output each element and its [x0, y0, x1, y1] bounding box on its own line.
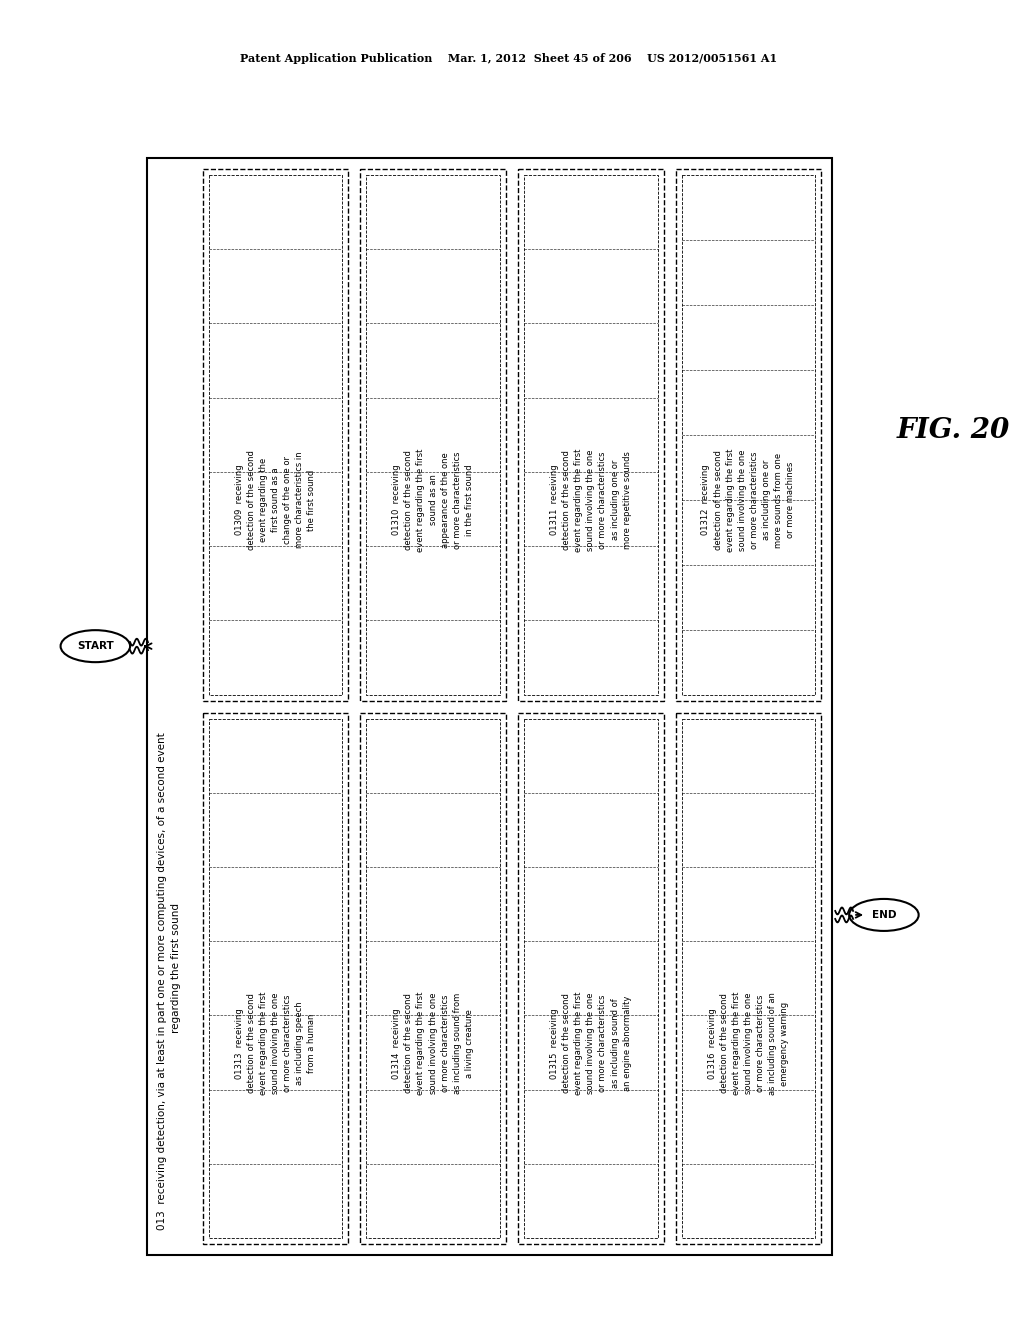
Bar — [524, 718, 657, 1238]
Bar — [524, 176, 657, 694]
Bar — [209, 718, 342, 1238]
Bar — [518, 169, 664, 701]
Ellipse shape — [60, 630, 130, 663]
Text: 01309  receiving
detection of the second
event regarding the
first sound as a
ch: 01309 receiving detection of the second … — [234, 450, 316, 550]
Bar — [676, 169, 821, 701]
Text: 013  receiving detection, via at least in part one or more computing devices, of: 013 receiving detection, via at least in… — [157, 731, 181, 1230]
Text: 01315  receiving
detection of the second
event regarding the first
sound involvi: 01315 receiving detection of the second … — [550, 991, 632, 1096]
Bar — [360, 713, 506, 1243]
Bar — [203, 169, 348, 701]
Bar — [676, 713, 821, 1243]
Text: 01313  receiving
detection of the second
event regarding the first
sound involvi: 01313 receiving detection of the second … — [234, 991, 316, 1096]
Ellipse shape — [849, 899, 919, 931]
Bar — [209, 176, 342, 694]
Text: 01311  receiving
detection of the second
event regarding the first
sound involvi: 01311 receiving detection of the second … — [550, 449, 632, 552]
Text: 01314  receiving
detection of the second
event regarding the first
sound involvi: 01314 receiving detection of the second … — [392, 991, 474, 1096]
Text: END: END — [871, 909, 896, 920]
Bar — [682, 176, 815, 694]
Bar — [367, 176, 500, 694]
Text: 01310  receiving
detection of the second
event regarding the first
sound as an
a: 01310 receiving detection of the second … — [392, 449, 474, 552]
Text: START: START — [77, 642, 114, 651]
Bar — [203, 713, 348, 1243]
Bar — [367, 718, 500, 1238]
Bar — [360, 169, 506, 701]
Text: FIG. 20: FIG. 20 — [897, 417, 1010, 444]
Bar — [147, 158, 833, 1255]
Bar — [682, 718, 815, 1238]
Text: 01316  receiving
detection of the second
event regarding the first
sound involvi: 01316 receiving detection of the second … — [708, 991, 790, 1096]
Text: Patent Application Publication    Mar. 1, 2012  Sheet 45 of 206    US 2012/00515: Patent Application Publication Mar. 1, 2… — [240, 53, 777, 63]
Text: 01312  receiving
detection of the second
event regarding the first
sound involvi: 01312 receiving detection of the second … — [701, 449, 796, 552]
Bar — [518, 713, 664, 1243]
